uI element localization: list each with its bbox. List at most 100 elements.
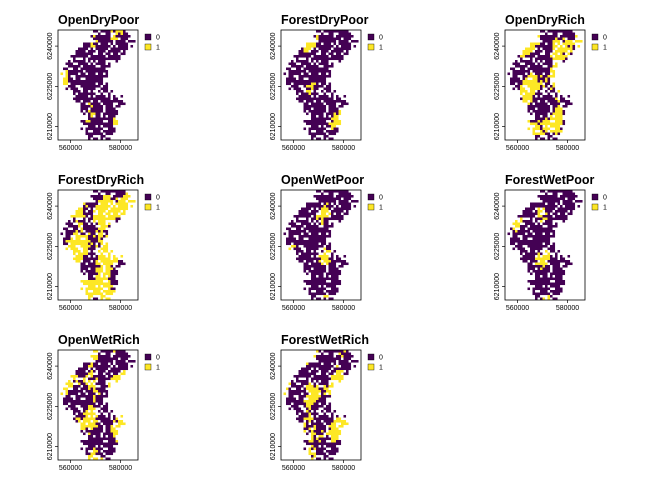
raster-cell — [308, 292, 312, 296]
raster-cell — [316, 190, 319, 193]
raster-cell — [303, 75, 307, 78]
raster-cell — [303, 402, 307, 406]
raster-cell — [308, 240, 312, 243]
raster-cell — [318, 362, 322, 366]
raster-cell — [110, 427, 114, 431]
raster-cell — [308, 47, 312, 51]
raster-cell — [93, 100, 96, 103]
raster-cell — [550, 35, 553, 38]
raster-cell — [570, 190, 573, 193]
raster-cell — [316, 297, 319, 301]
raster-cell — [331, 252, 334, 256]
raster-cell — [545, 82, 548, 86]
raster-cell — [73, 220, 76, 223]
raster-cell — [88, 422, 91, 426]
raster-cell — [532, 205, 536, 208]
raster-cell — [316, 405, 319, 408]
raster-cell — [313, 55, 317, 58]
raster-cell — [100, 77, 104, 81]
raster-cell — [552, 230, 556, 233]
raster-cell — [537, 90, 541, 93]
raster-cell — [530, 45, 533, 48]
raster-cell — [65, 232, 69, 236]
raster-cell — [321, 427, 324, 431]
raster-cell — [550, 130, 553, 133]
raster-cell — [63, 242, 66, 246]
raster-cell — [328, 422, 332, 426]
raster-cell — [296, 220, 299, 223]
raster-cell — [537, 247, 541, 251]
raster-cell — [557, 47, 561, 51]
raster-cell — [90, 115, 94, 118]
raster-cell — [103, 42, 106, 46]
raster-cell — [120, 350, 124, 353]
raster-cell — [301, 222, 304, 226]
raster-cell — [113, 255, 116, 258]
raster-cell — [555, 105, 558, 108]
raster-cell — [336, 377, 339, 381]
raster-cell — [321, 277, 324, 281]
raster-cell — [93, 425, 96, 428]
raster-cell — [338, 362, 342, 366]
raster-cell — [75, 375, 79, 378]
raster-cell — [308, 265, 312, 268]
raster-cell — [93, 260, 96, 263]
raster-cell — [321, 35, 324, 38]
raster-cell — [95, 287, 99, 291]
raster-cell — [110, 37, 114, 41]
raster-cell — [537, 135, 541, 138]
raster-cell — [567, 40, 571, 43]
raster-cell — [530, 250, 533, 253]
y-tick-label: 6210000 — [270, 113, 277, 140]
raster-cell — [545, 227, 548, 231]
raster-cell — [308, 105, 312, 108]
raster-cell — [308, 77, 312, 81]
raster-cell — [323, 447, 327, 451]
raster-cell — [311, 135, 314, 138]
raster-cell — [316, 215, 319, 218]
raster-cell — [336, 427, 339, 431]
raster-cell — [331, 55, 334, 58]
raster-cell — [552, 200, 556, 203]
raster-cell — [557, 202, 561, 206]
raster-cell — [540, 197, 543, 201]
raster-cell — [298, 225, 302, 228]
raster-cell — [113, 57, 116, 61]
raster-cell — [545, 287, 548, 291]
raster-cell — [555, 120, 558, 123]
raster-cell — [331, 127, 334, 131]
raster-cell — [108, 197, 111, 201]
raster-cell — [75, 67, 79, 71]
raster-cell — [333, 275, 337, 278]
raster-cell — [522, 52, 526, 56]
raster-cell — [326, 365, 329, 368]
raster-cell — [311, 210, 314, 213]
raster-cell — [93, 365, 96, 368]
raster-cell — [80, 97, 84, 101]
raster-cell — [88, 280, 91, 283]
raster-cell — [326, 87, 329, 91]
raster-cell — [298, 212, 302, 216]
raster-cell — [343, 422, 347, 426]
raster-cell — [105, 367, 109, 371]
raster-cell — [95, 350, 99, 353]
raster-cell — [313, 247, 317, 251]
raster-cell — [321, 70, 324, 73]
raster-cell — [333, 112, 337, 116]
raster-cell — [296, 70, 299, 73]
raster-cell — [95, 132, 99, 136]
raster-cell — [103, 125, 106, 128]
raster-cell — [80, 270, 84, 273]
raster-cell — [291, 390, 294, 393]
raster-cell — [577, 205, 581, 208]
raster-cell — [512, 222, 516, 226]
raster-cell — [557, 30, 561, 33]
raster-cell — [308, 97, 312, 101]
raster-cell — [560, 277, 563, 281]
raster-cell — [78, 90, 81, 93]
raster-cell — [552, 112, 556, 116]
raster-cell — [105, 205, 109, 208]
raster-cell — [108, 95, 111, 98]
legend-label: 0 — [379, 35, 383, 42]
